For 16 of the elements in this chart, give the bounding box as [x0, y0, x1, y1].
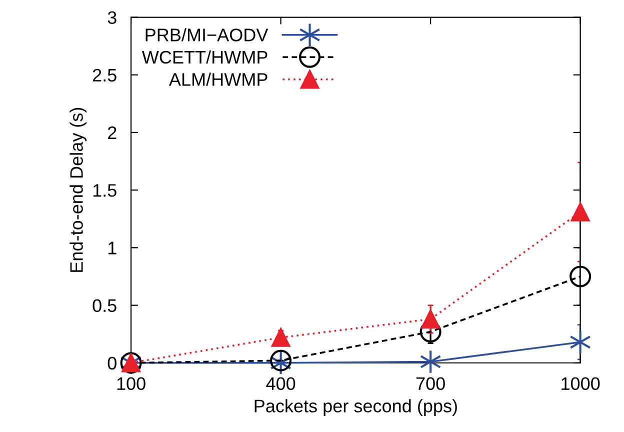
x-axis-title: Packets per second (pps): [254, 399, 457, 416]
y-tick-label: 3: [108, 11, 116, 24]
y-tick-label: 1.5: [93, 184, 116, 197]
y-tick-label: 2.5: [92, 68, 116, 82]
x-tick-label: 1000: [562, 377, 600, 390]
y-axis-title: End-to-end Delay (s): [70, 108, 86, 272]
legend-label: WCETT/HWMP: [142, 50, 268, 64]
x-tick-label: 700: [416, 377, 445, 390]
legend-label: PRB/MI−AODV: [146, 28, 268, 42]
legend-label: ALM/HWMP: [168, 72, 268, 86]
y-tick-label: 0: [108, 356, 116, 370]
y-tick-label: 0.5: [92, 299, 116, 312]
x-tick-label: 100: [117, 377, 146, 390]
y-tick-label: 2: [108, 126, 116, 140]
y-tick-label: 1: [108, 242, 116, 254]
x-tick-label: 400: [266, 377, 296, 390]
